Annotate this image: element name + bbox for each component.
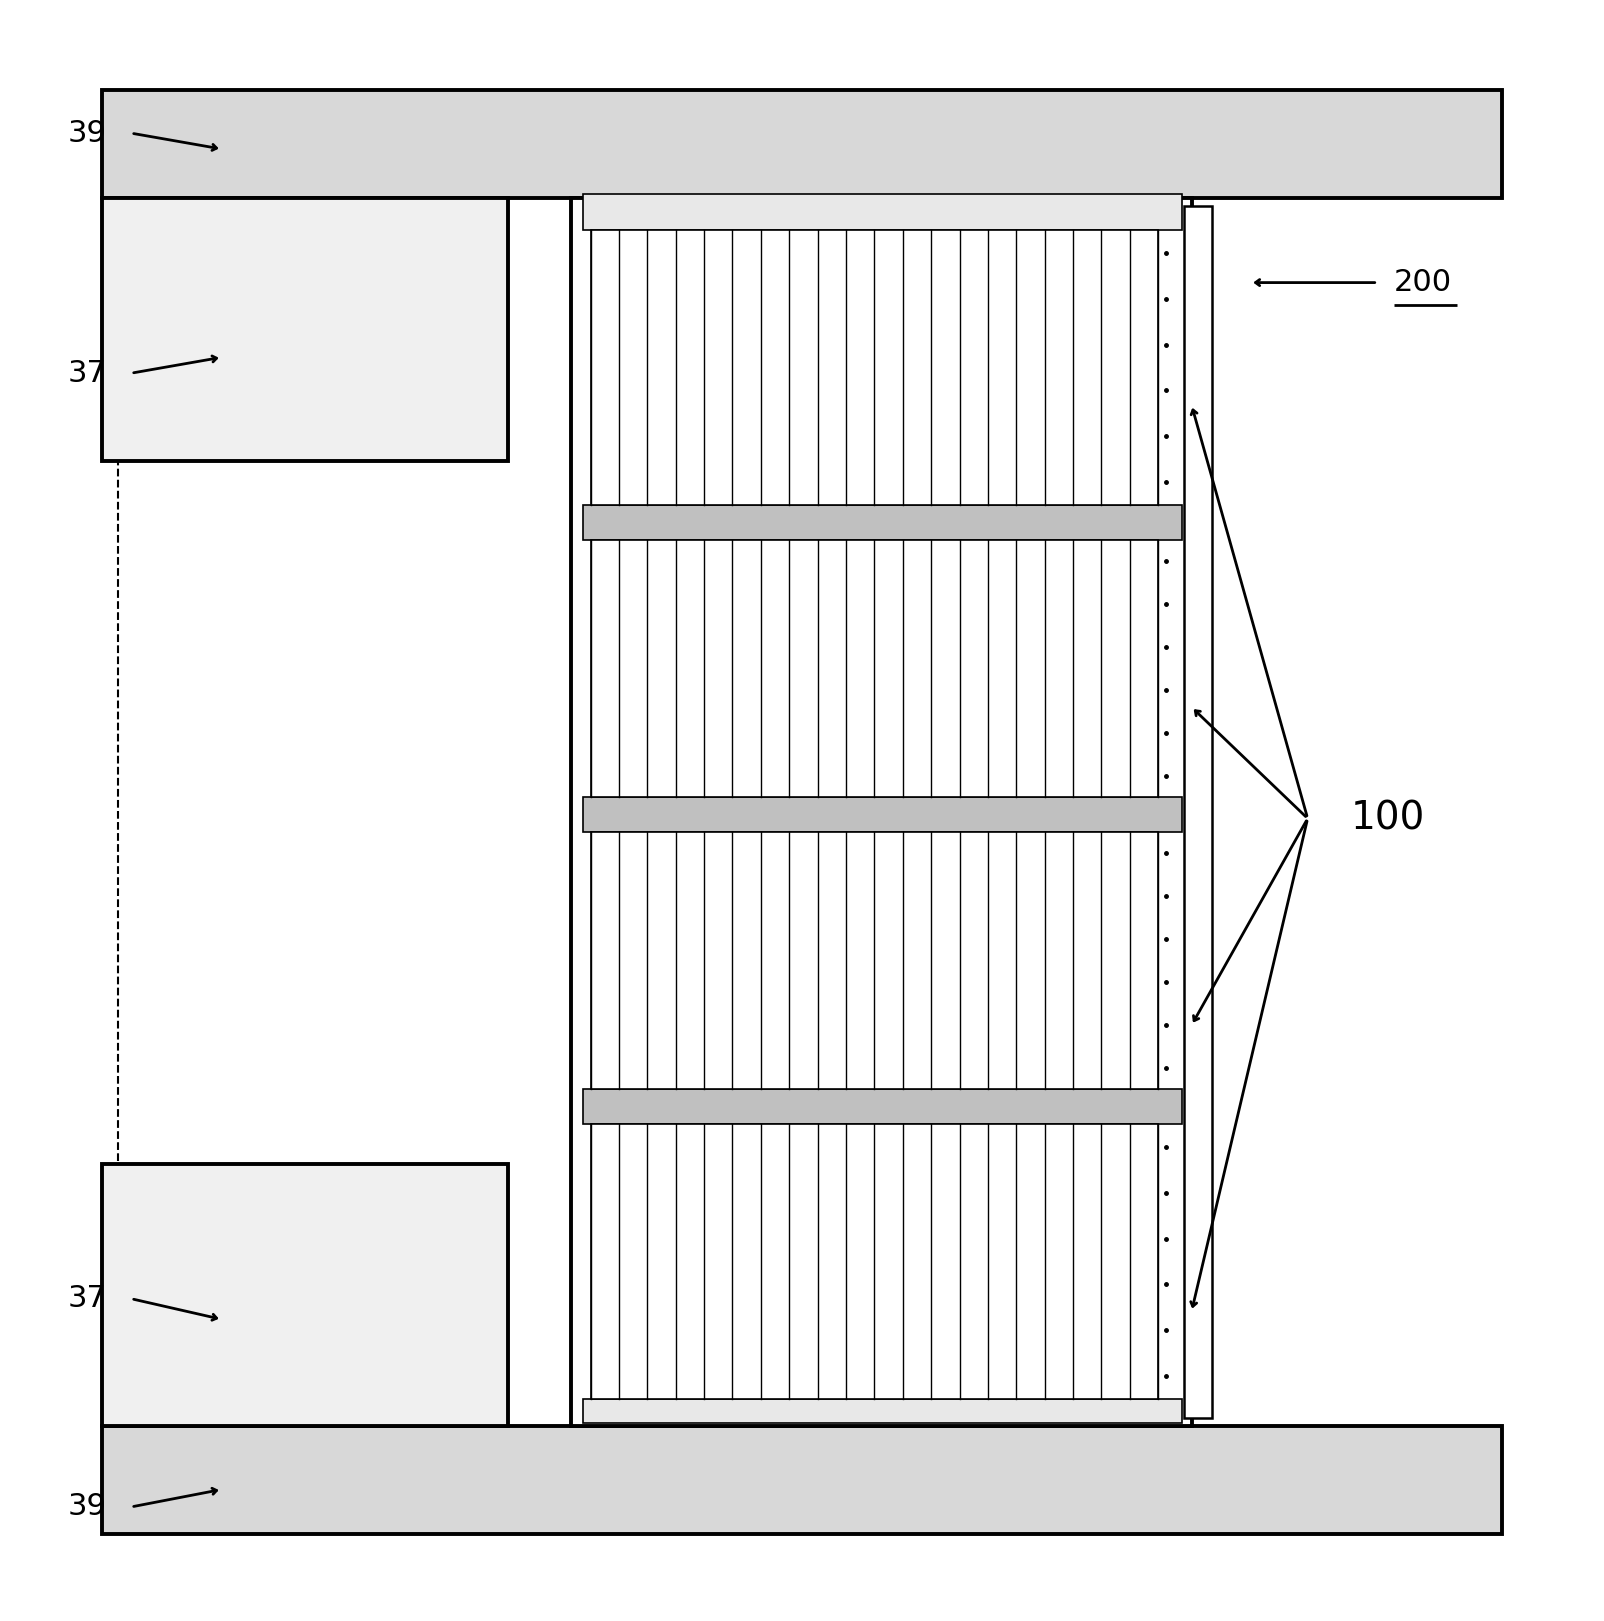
Bar [590, 1123, 1158, 1399]
Text: 39: 39 [67, 1493, 106, 1522]
Bar [582, 504, 1182, 540]
Text: 200: 200 [1394, 267, 1452, 297]
Bar [103, 198, 508, 460]
Bar [590, 540, 1158, 798]
Bar [571, 198, 1192, 1426]
Bar [590, 832, 1158, 1089]
Bar [582, 798, 1182, 832]
Bar [103, 91, 1501, 198]
Text: 37: 37 [67, 358, 106, 387]
Bar [103, 1164, 508, 1426]
Text: 37: 37 [67, 1284, 106, 1313]
Bar [1184, 206, 1213, 1418]
Bar [582, 193, 1182, 230]
Bar [103, 1426, 1501, 1533]
Text: 39: 39 [67, 118, 106, 148]
Bar [590, 230, 1158, 504]
Bar [582, 1089, 1182, 1123]
Text: 100: 100 [1351, 799, 1424, 838]
Bar [582, 1399, 1182, 1423]
